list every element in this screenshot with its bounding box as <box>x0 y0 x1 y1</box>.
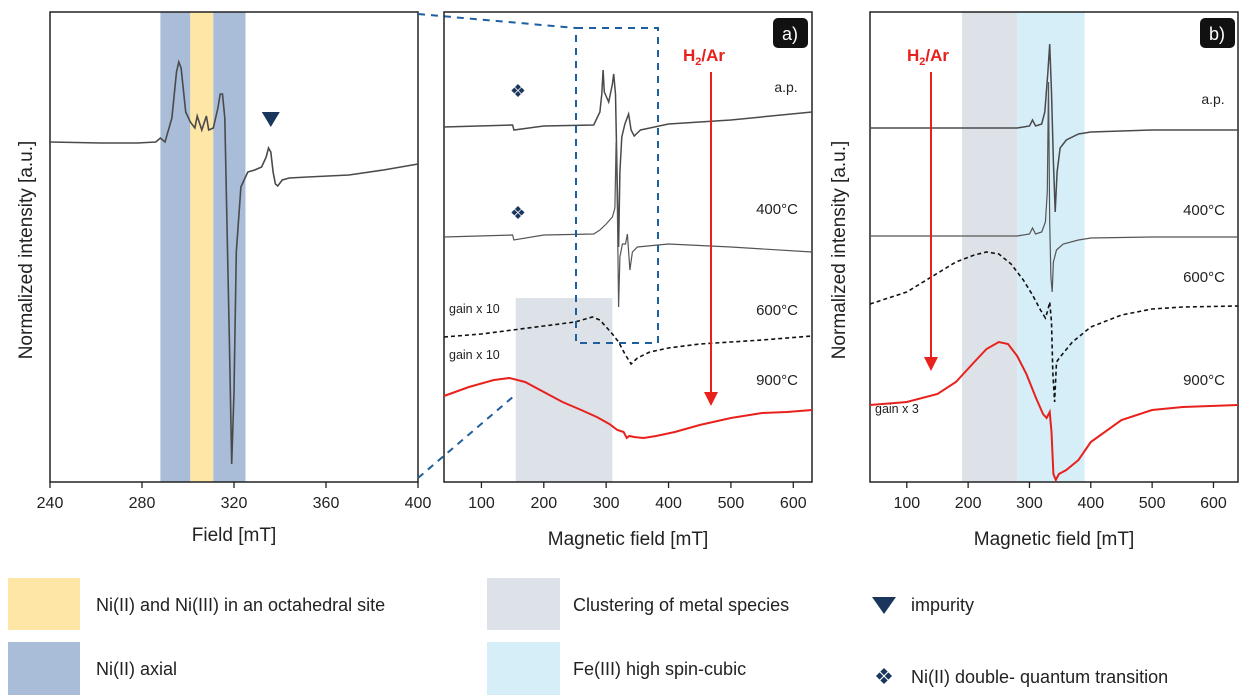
legend-triangle-icon <box>872 597 896 614</box>
left-panel-ylabel: Normalized intensity [a.u.] <box>16 141 37 360</box>
panel-b-bands <box>962 12 1085 482</box>
panel-a-label-900: 900°C <box>756 372 798 389</box>
legend-diamond-icon: ❖ <box>874 664 894 689</box>
x-tick-label: 240 <box>37 495 64 512</box>
x-tick-label: 300 <box>593 495 620 512</box>
highlight-band <box>515 298 613 482</box>
x-tick-label: 300 <box>1016 495 1043 512</box>
x-tick-label: 400 <box>655 495 682 512</box>
zoom-region-box <box>575 27 659 344</box>
x-tick-label: 100 <box>893 495 920 512</box>
highlight-band <box>190 12 214 482</box>
panel-b-badge <box>1200 18 1235 48</box>
panel-a-bands <box>515 298 613 482</box>
panel-b-arrow-label: H2/Ar <box>907 46 949 68</box>
panel-b-series-400 <box>870 81 1238 293</box>
legend-item: Fe(III) high spin-cubic <box>487 642 746 695</box>
panel-a-frame <box>443 11 813 483</box>
panel-b-series-900 <box>869 340 1239 483</box>
panel-b-label-400: 400°C <box>1183 202 1225 219</box>
panel-b-gain-900: gain x 3 <box>875 402 919 416</box>
panel-a-xlabel: Magnetic field [mT] <box>548 529 709 550</box>
legend-label-octahedral: Ni(II) and Ni(III) in an octahedral site <box>96 595 385 615</box>
x-tick-label: 100 <box>468 495 495 512</box>
panel-a-gain-900: gain x 10 <box>449 348 500 362</box>
double-quantum-marker: ❖ <box>510 81 526 101</box>
panel-a-arrow-head <box>704 392 718 406</box>
panel-a-badge <box>773 18 808 48</box>
left-panel-xlabel: Field [mT] <box>192 525 276 546</box>
panel-b-label-600: 600°C <box>1183 269 1225 286</box>
legend-label-axial: Ni(II) axial <box>96 659 177 679</box>
panel-b-label: b) <box>1209 24 1225 44</box>
legend-swatch-axial <box>8 642 80 695</box>
left-panel-ticks: 240 280 320 360 400 <box>37 482 432 512</box>
x-tick-label: 360 <box>313 495 340 512</box>
legend-label-fe: Fe(III) high spin-cubic <box>573 659 746 679</box>
panel-b-label-ap: a.p. <box>1201 91 1224 107</box>
panel-a-arrow-label: H2/Ar <box>683 46 725 68</box>
panel-b-ticks: 100 200 300 400 500 600 <box>893 482 1227 512</box>
panel-a-label-ap: a.p. <box>774 79 797 95</box>
legend-swatch-clustering <box>487 578 560 630</box>
panel-b-series-ap <box>870 43 1238 213</box>
panel-a-gain-600: gain x 10 <box>449 302 500 316</box>
x-tick-label: 200 <box>530 495 557 512</box>
panel-b-series-600 <box>869 251 1239 403</box>
highlight-band <box>213 12 246 482</box>
highlight-band <box>962 12 1018 482</box>
legend-item: Clustering of metal species <box>487 578 789 630</box>
panel-a-label: a) <box>782 24 798 44</box>
impurity-marker <box>261 112 280 127</box>
x-tick-label: 500 <box>718 495 745 512</box>
legend-item: Ni(II) axial <box>8 642 177 695</box>
double-quantum-marker: ❖ <box>510 203 526 223</box>
panel-a-series-900 <box>443 376 813 440</box>
left-panel: 240 280 320 360 400 Field [mT] Normalized in… <box>16 11 432 546</box>
x-tick-label: 600 <box>780 495 807 512</box>
panel-a-series-ap <box>443 69 813 248</box>
x-tick-label: 600 <box>1200 495 1227 512</box>
panel-a-ticks: 100 200 300 400 500 600 <box>468 482 807 512</box>
panel-a-series-400 <box>443 141 813 308</box>
panel-a-series-600 <box>443 316 813 366</box>
panel-b-arrow-head <box>924 357 938 371</box>
legend-label-impurity: impurity <box>911 595 974 615</box>
legend-label-clustering: Clustering of metal species <box>573 595 789 615</box>
legend-item: Ni(II) and Ni(III) in an octahedral site <box>8 578 385 630</box>
legend-item: impurity <box>872 595 974 615</box>
panel-a-label-600: 600°C <box>756 302 798 319</box>
legend-swatch-fe <box>487 642 560 695</box>
panel-a: ❖ ❖ a) H2/Ar a.p. 400°C 600°C 900°C gain… <box>443 11 813 550</box>
zoom-connector-top <box>417 13 577 29</box>
legend: Ni(II) and Ni(III) in an octahedral site… <box>8 578 1168 695</box>
x-tick-label: 400 <box>405 495 432 512</box>
x-tick-label: 280 <box>129 495 156 512</box>
legend-swatch-octahedral <box>8 578 80 630</box>
x-tick-label: 200 <box>955 495 982 512</box>
panel-b-ylabel: Normalized intensity [a.u.] <box>829 141 850 360</box>
legend-label-double-quantum: Ni(II) double- quantum transition <box>911 667 1168 687</box>
legend-item: ❖ Ni(II) double- quantum transition <box>874 664 1168 689</box>
panel-b: b) H2/Ar a.p. 400°C 600°C 900°C gain x 3… <box>829 11 1239 550</box>
panel-a-label-400: 400°C <box>756 201 798 218</box>
panel-b-frame <box>869 11 1239 483</box>
left-panel-spectrum <box>49 59 419 465</box>
panel-b-label-900: 900°C <box>1183 372 1225 389</box>
x-tick-label: 320 <box>221 495 248 512</box>
x-tick-label: 500 <box>1139 495 1166 512</box>
panel-b-xlabel: Magnetic field [mT] <box>974 529 1135 550</box>
x-tick-label: 400 <box>1077 495 1104 512</box>
